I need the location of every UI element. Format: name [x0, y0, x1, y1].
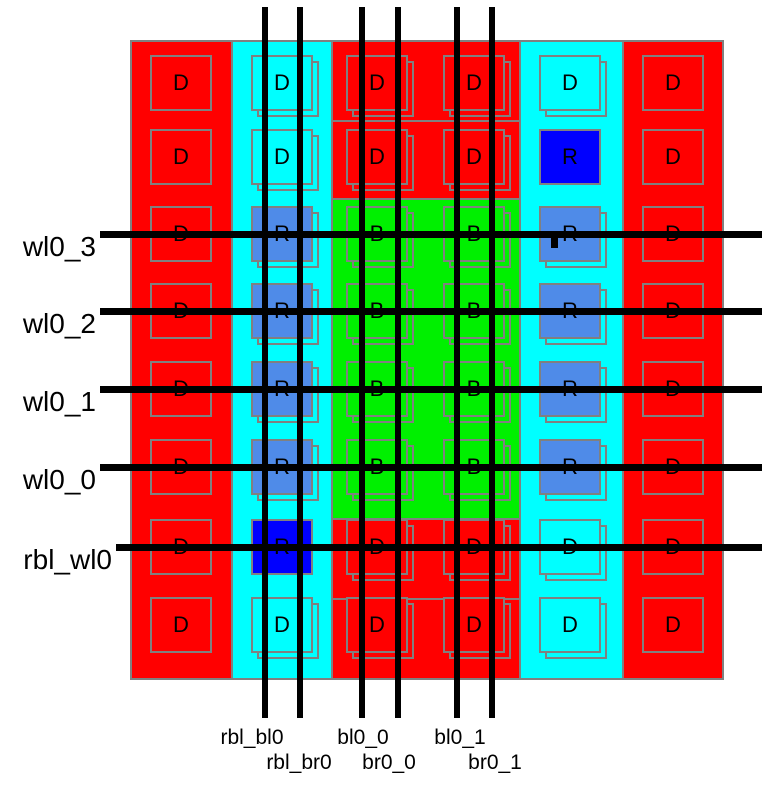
cell-D-r0c3: D [443, 55, 505, 111]
wordline-wl0_3 [100, 231, 762, 238]
wordline-label-wl0_0: wl0_0 [22, 464, 96, 495]
cell-D-r0c5: D [642, 55, 704, 111]
wordline-label-wl0_3: wl0_3 [22, 231, 96, 262]
bitline-bl0_1 [454, 7, 460, 718]
wordline-wl0_0 [100, 464, 762, 471]
bitline-br0_0 [395, 7, 401, 718]
bitline-label-rbl_bl0: rbl_bl0 [220, 726, 284, 749]
wordline-wl0_1 [100, 386, 762, 393]
bitline-bl0_0 [359, 7, 365, 718]
bitline-label-rbl_br0: rbl_br0 [266, 751, 332, 774]
bitline-rbl_bl0 [262, 7, 268, 718]
cell-D-r7c0: D [150, 597, 212, 653]
cell-D-r7c4: D [539, 597, 601, 653]
wordline-label-wl0_2: wl0_2 [22, 308, 96, 339]
cell-R-r1c4: R [539, 129, 601, 185]
bitline-label-bl0_0: bl0_0 [337, 726, 389, 749]
wordline-label-rbl_wl0: rbl_wl0 [23, 544, 112, 575]
cell-D-r7c3: D [443, 597, 505, 653]
wordline-label-wl0_1: wl0_1 [22, 386, 96, 417]
wordline-rbl_wl0 [116, 544, 762, 551]
bitline-label-br0_0: br0_0 [362, 751, 416, 774]
wl0_3-pin-stub [551, 238, 558, 248]
cell-D-r7c5: D [642, 597, 704, 653]
bitline-label-bl0_1: bl0_1 [434, 726, 486, 749]
cell-D-r0c4: D [539, 55, 601, 111]
cell-D-r1c3: D [443, 129, 505, 185]
cell-D-r1c5: D [642, 129, 704, 185]
wordline-wl0_2 [100, 308, 762, 315]
cell-D-r1c0: D [150, 129, 212, 185]
bitline-rbl_br0 [297, 7, 303, 718]
bitline-br0_1 [489, 7, 495, 718]
bitline-label-br0_1: br0_1 [468, 751, 522, 774]
cell-D-r0c1: D [251, 55, 313, 111]
cell-D-r0c0: D [150, 55, 212, 111]
cell-D-r1c1: D [251, 129, 313, 185]
cell-D-r7c1: D [251, 597, 313, 653]
